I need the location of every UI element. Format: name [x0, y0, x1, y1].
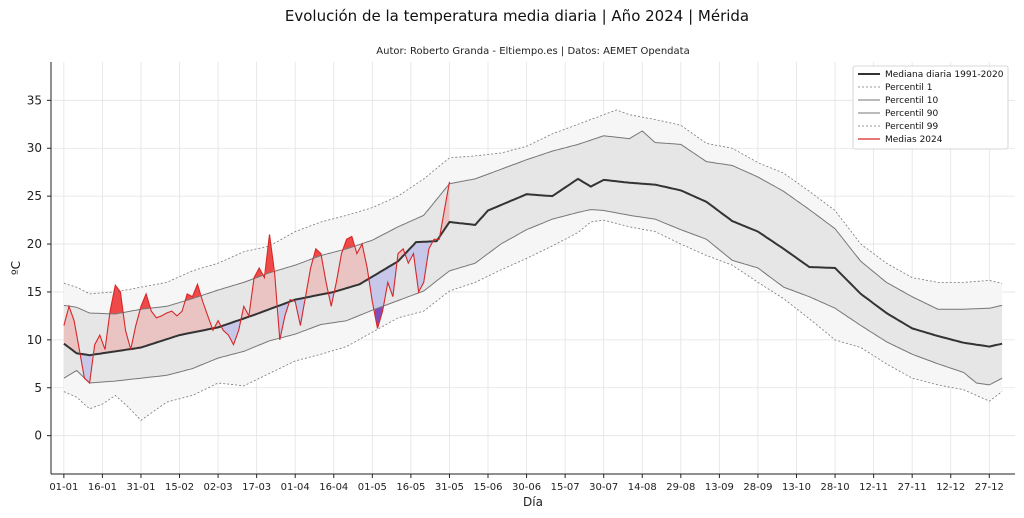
line-percentil-1: [63, 219, 1003, 421]
x-tick-label-21: 12-11: [859, 482, 888, 493]
x-tick-label-18: 28-09: [743, 482, 772, 493]
x-tick-label-17: 13-09: [705, 482, 734, 493]
y-axis-label: ºC: [9, 261, 23, 275]
legend-label-p1: Percentil 1: [885, 83, 932, 93]
fill-below-median-6: [405, 241, 433, 292]
legend-label-p99: Percentil 99: [885, 122, 938, 132]
fill-below-median-4: [328, 292, 334, 307]
x-tick-label-13: 15-07: [551, 482, 580, 493]
x-tick-label-2: 31-01: [126, 482, 155, 493]
legend-label-p90: Percentil 90: [885, 109, 938, 119]
x-ticks: 01-01 16-01 31-01 15-02 02-03 17-03 01-04 16-04…: [49, 474, 1004, 493]
y-tick-label-5: 25: [27, 189, 42, 203]
legend: Mediana diaria 1991-2020 Percentil 1 Per…: [852, 65, 1009, 150]
series-lines: [63, 109, 1003, 421]
x-tick-label-1: 16-01: [88, 482, 117, 493]
y-ticks: 0 5 10 15 20 25 30 35: [27, 93, 51, 443]
line-percentil-10: [63, 209, 1003, 386]
fill-above-median-0: [63, 306, 80, 354]
x-tick-label-15: 14-08: [628, 482, 657, 493]
chart-title: Evolución de la temperatura media diaria…: [285, 7, 749, 25]
fill-above-p90-0: [110, 285, 123, 314]
x-tick-label-0: 01-01: [49, 482, 78, 493]
x-tick-label-6: 01-04: [281, 482, 310, 493]
fill-above-p90-4: [265, 234, 274, 275]
y-tick-label-6: 30: [27, 141, 42, 155]
line-medias-2024: [63, 181, 451, 385]
fill-below-median-3: [293, 297, 305, 326]
fill-above-p90-2: [186, 284, 201, 301]
percentile-bands: [63, 109, 1003, 421]
fill-above-median-7: [335, 236, 369, 292]
x-axis-label: Día: [523, 495, 543, 509]
line-percentil-90: [63, 130, 1003, 315]
x-tick-label-3: 15-02: [165, 482, 194, 493]
band-p10-p90: [63, 131, 1003, 385]
x-tick-label-10: 31-05: [435, 482, 464, 493]
x-tick-label-19: 13-10: [782, 482, 811, 493]
x-tick-label-11: 15-06: [473, 482, 502, 493]
x-tick-label-14: 30-07: [589, 482, 618, 493]
legend-box: [852, 65, 1009, 150]
line-mediana: [63, 177, 1003, 357]
x-tick-label-22: 27-11: [898, 482, 927, 493]
fill-below-median-0: [80, 353, 93, 383]
x-tick-label-9: 16-05: [396, 482, 425, 493]
x-tick-label-4: 02-03: [204, 482, 233, 493]
x-tick-label-8: 01-05: [358, 482, 387, 493]
legend-label-2024: Medias 2024: [885, 135, 943, 145]
x-tick-label-20: 28-10: [821, 482, 850, 493]
x-tick-label-23: 12-12: [936, 482, 965, 493]
x-tick-label-7: 16-04: [319, 482, 348, 493]
x-tick-label-12: 30-06: [512, 482, 541, 493]
y-tick-label-3: 15: [27, 285, 42, 299]
y-tick-label-0: 0: [34, 429, 42, 443]
legend-label-median: Mediana diaria 1991-2020: [885, 70, 1004, 80]
y-tick-label-1: 5: [34, 381, 42, 395]
fill-above-p90-1: [141, 293, 150, 310]
y-tick-label-4: 20: [27, 237, 42, 251]
y-tick-label-2: 10: [27, 333, 42, 347]
fill-above-median-2: [132, 284, 212, 349]
x-tick-label-16: 29-08: [666, 482, 695, 493]
chart-subtitle: Autor: Roberto Granda - Eltiempo.es | Da…: [376, 46, 689, 57]
legend-label-p10: Percentil 10: [885, 96, 938, 106]
x-tick-label-5: 17-03: [242, 482, 271, 493]
x-tick-label-24: 27-12: [975, 482, 1004, 493]
y-tick-label-7: 35: [27, 93, 42, 107]
